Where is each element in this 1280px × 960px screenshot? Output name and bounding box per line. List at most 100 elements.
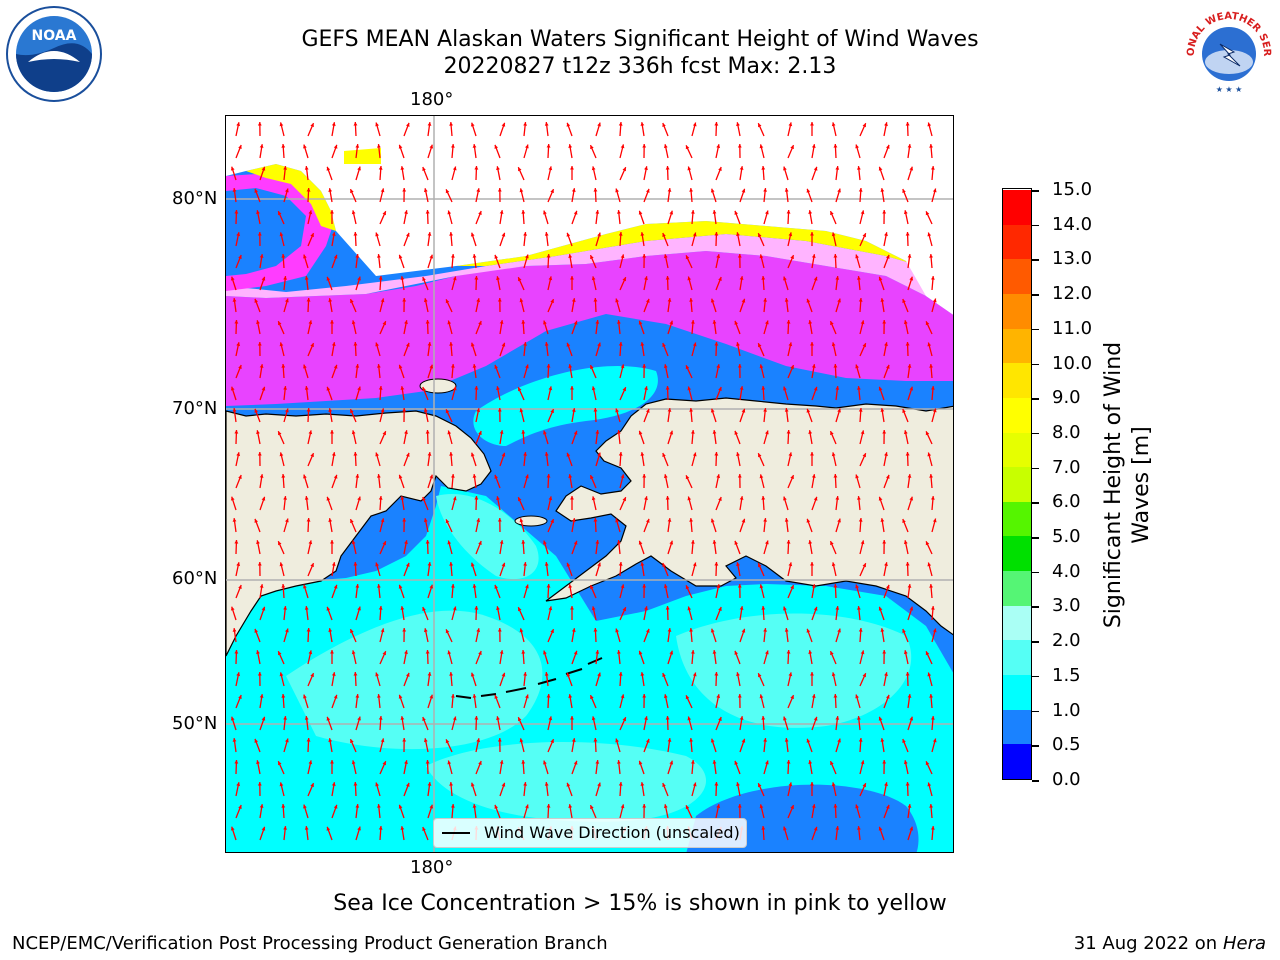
wave-direction-arrowhead bbox=[786, 650, 791, 654]
wave-direction-arrowhead bbox=[451, 254, 455, 258]
wave-direction-arrowhead bbox=[548, 276, 553, 281]
wave-direction-arrowhead bbox=[830, 761, 834, 766]
wave-direction-arrowhead bbox=[472, 254, 477, 258]
wave-direction-arrowhead bbox=[813, 276, 818, 281]
wave-direction-arrowhead bbox=[786, 320, 791, 324]
wave-direction-arrowhead bbox=[333, 584, 338, 589]
wave-direction-arrowhead bbox=[835, 826, 840, 830]
wave-direction-arrowhead bbox=[907, 804, 912, 808]
wave-direction-arrowhead bbox=[449, 452, 453, 456]
wave-direction-arrowhead bbox=[931, 166, 935, 170]
wave-direction-arrowhead bbox=[546, 584, 551, 588]
wave-direction-arrowhead bbox=[667, 188, 672, 192]
sea-ice-west-inner bbox=[226, 188, 306, 276]
colorbar-segment bbox=[1003, 466, 1031, 502]
wave-direction-arrowhead bbox=[232, 518, 237, 522]
colorbar-tick-mark bbox=[1032, 780, 1039, 782]
wave-direction-arrowhead bbox=[570, 606, 574, 610]
wave-direction-arrowhead bbox=[259, 804, 264, 808]
wave-direction-arrowhead bbox=[303, 364, 307, 369]
wave-direction-arrowhead bbox=[281, 144, 286, 148]
wave-direction-arrowhead bbox=[909, 496, 914, 501]
wave-direction-arrowhead bbox=[811, 694, 816, 698]
wave-direction-arrowhead bbox=[406, 562, 410, 567]
wave-direction-arrowhead bbox=[331, 232, 336, 236]
wave-direction-arrowhead bbox=[662, 783, 666, 787]
wave-band-chukchi bbox=[473, 365, 658, 446]
wave-direction-arrowhead bbox=[525, 474, 529, 479]
wave-direction-arrowhead bbox=[783, 276, 787, 281]
wave-direction-arrowhead bbox=[570, 716, 574, 720]
wave-direction-arrowhead bbox=[831, 452, 836, 457]
wave-direction-arrowhead bbox=[548, 606, 553, 611]
wave-direction-arrowhead bbox=[712, 540, 717, 544]
wave-direction-arrowhead bbox=[355, 254, 360, 258]
wave-direction-arrowhead bbox=[765, 430, 769, 435]
wave-direction-arrowhead bbox=[644, 386, 648, 391]
wave-direction-arrowhead bbox=[518, 607, 522, 612]
wave-direction-arrowhead bbox=[256, 650, 260, 655]
footer-credit: NCEP/EMC/Verification Post Processing Pr… bbox=[12, 933, 608, 954]
wave-direction-arrowhead bbox=[590, 805, 594, 810]
sea-ice-yellow-edge bbox=[456, 221, 953, 276]
wave-direction-arrowhead bbox=[566, 782, 571, 787]
wave-direction-arrowhead bbox=[525, 584, 529, 589]
wave-direction-arrowhead bbox=[835, 386, 840, 390]
wave-direction-arrowhead bbox=[232, 408, 237, 412]
wave-direction-arrowhead bbox=[622, 167, 626, 172]
wave-direction-arrowhead bbox=[763, 188, 767, 192]
legend-line-sample bbox=[442, 832, 470, 834]
wave-direction-arrowhead bbox=[518, 497, 522, 502]
wave-direction-arrowhead bbox=[306, 518, 311, 522]
wave-direction-arrowhead bbox=[422, 277, 426, 281]
wave-direction-arrowhead bbox=[402, 738, 407, 742]
wave-direction-arrowhead bbox=[667, 408, 672, 412]
wave-direction-arrowhead bbox=[398, 804, 403, 809]
wave-direction-arrowhead bbox=[590, 695, 594, 700]
wave-direction-arrowhead bbox=[741, 408, 746, 413]
wave-direction-arrowhead bbox=[620, 804, 625, 809]
wave-direction-arrowhead bbox=[909, 826, 914, 831]
wave-direction-arrowhead bbox=[423, 518, 428, 523]
wave-direction-arrowhead bbox=[646, 738, 650, 743]
wave-direction-arrowhead bbox=[638, 320, 643, 325]
wave-direction-arrowhead bbox=[377, 254, 381, 258]
wave-direction-arrowhead bbox=[445, 409, 450, 414]
wave-direction-arrowhead bbox=[257, 672, 262, 676]
wave-direction-arrowhead bbox=[855, 804, 859, 809]
wave-direction-arrowhead bbox=[351, 320, 356, 325]
wave-direction-arrowhead bbox=[470, 342, 475, 347]
wave-direction-arrowhead bbox=[884, 452, 888, 457]
wave-direction-arrowhead bbox=[902, 409, 906, 413]
wave-direction-arrowhead bbox=[882, 210, 887, 214]
wave-direction-arrowhead bbox=[665, 166, 670, 170]
wave-direction-arrowhead bbox=[615, 408, 619, 413]
wave-direction-arrowhead bbox=[644, 276, 648, 281]
wave-direction-arrowhead bbox=[905, 342, 910, 346]
wave-direction-arrowhead bbox=[326, 386, 331, 391]
wave-direction-arrowhead bbox=[878, 606, 883, 611]
wave-direction-arrowhead bbox=[765, 650, 769, 655]
wave-direction-arrowhead bbox=[256, 320, 260, 325]
wave-direction-arrowhead bbox=[447, 320, 452, 325]
wave-direction-arrowhead bbox=[813, 386, 818, 391]
wave-direction-arrowhead bbox=[257, 782, 262, 786]
wave-direction-arrowhead bbox=[903, 540, 908, 545]
wave-direction-arrowhead bbox=[878, 276, 883, 281]
wave-direction-arrowhead bbox=[308, 210, 313, 215]
wave-direction-arrowhead bbox=[788, 782, 793, 787]
wave-direction-arrowhead bbox=[882, 540, 887, 544]
wave-direction-arrowhead bbox=[423, 628, 428, 633]
wave-direction-arrowhead bbox=[230, 276, 235, 281]
wave-direction-arrowhead bbox=[886, 584, 890, 589]
wave-direction-arrowhead bbox=[550, 519, 554, 524]
wave-direction-arrowhead bbox=[236, 672, 241, 677]
wave-direction-arrowhead bbox=[310, 343, 314, 348]
wave-direction-arrowhead bbox=[813, 716, 818, 721]
wave-direction-arrowhead bbox=[718, 167, 722, 171]
wave-direction-arrowhead bbox=[351, 430, 356, 435]
wave-direction-arrowhead bbox=[833, 364, 838, 368]
wave-direction-arrowhead bbox=[810, 562, 814, 566]
wave-direction-arrowhead bbox=[685, 805, 690, 810]
wave-direction-arrowhead bbox=[501, 672, 506, 677]
